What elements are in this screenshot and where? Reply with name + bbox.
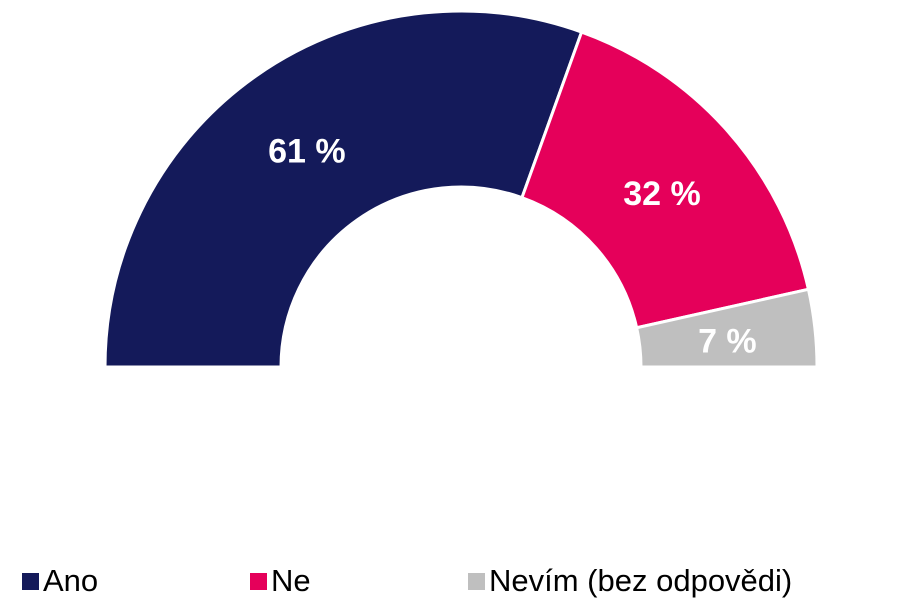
legend-label: Ne: [271, 563, 311, 598]
legend-label: Ano: [43, 563, 98, 598]
value-label: 61 %: [268, 133, 346, 171]
legend-label: Nevím (bez odpovědi): [489, 563, 792, 598]
value-label: 7 %: [698, 323, 757, 361]
slice: [520, 30, 811, 330]
legend-swatch: [468, 573, 485, 590]
legend-swatch: [250, 573, 267, 590]
value-label: 32 %: [623, 175, 701, 213]
slice: [634, 287, 819, 369]
legend-swatch: [22, 573, 39, 590]
slice: [103, 9, 584, 369]
